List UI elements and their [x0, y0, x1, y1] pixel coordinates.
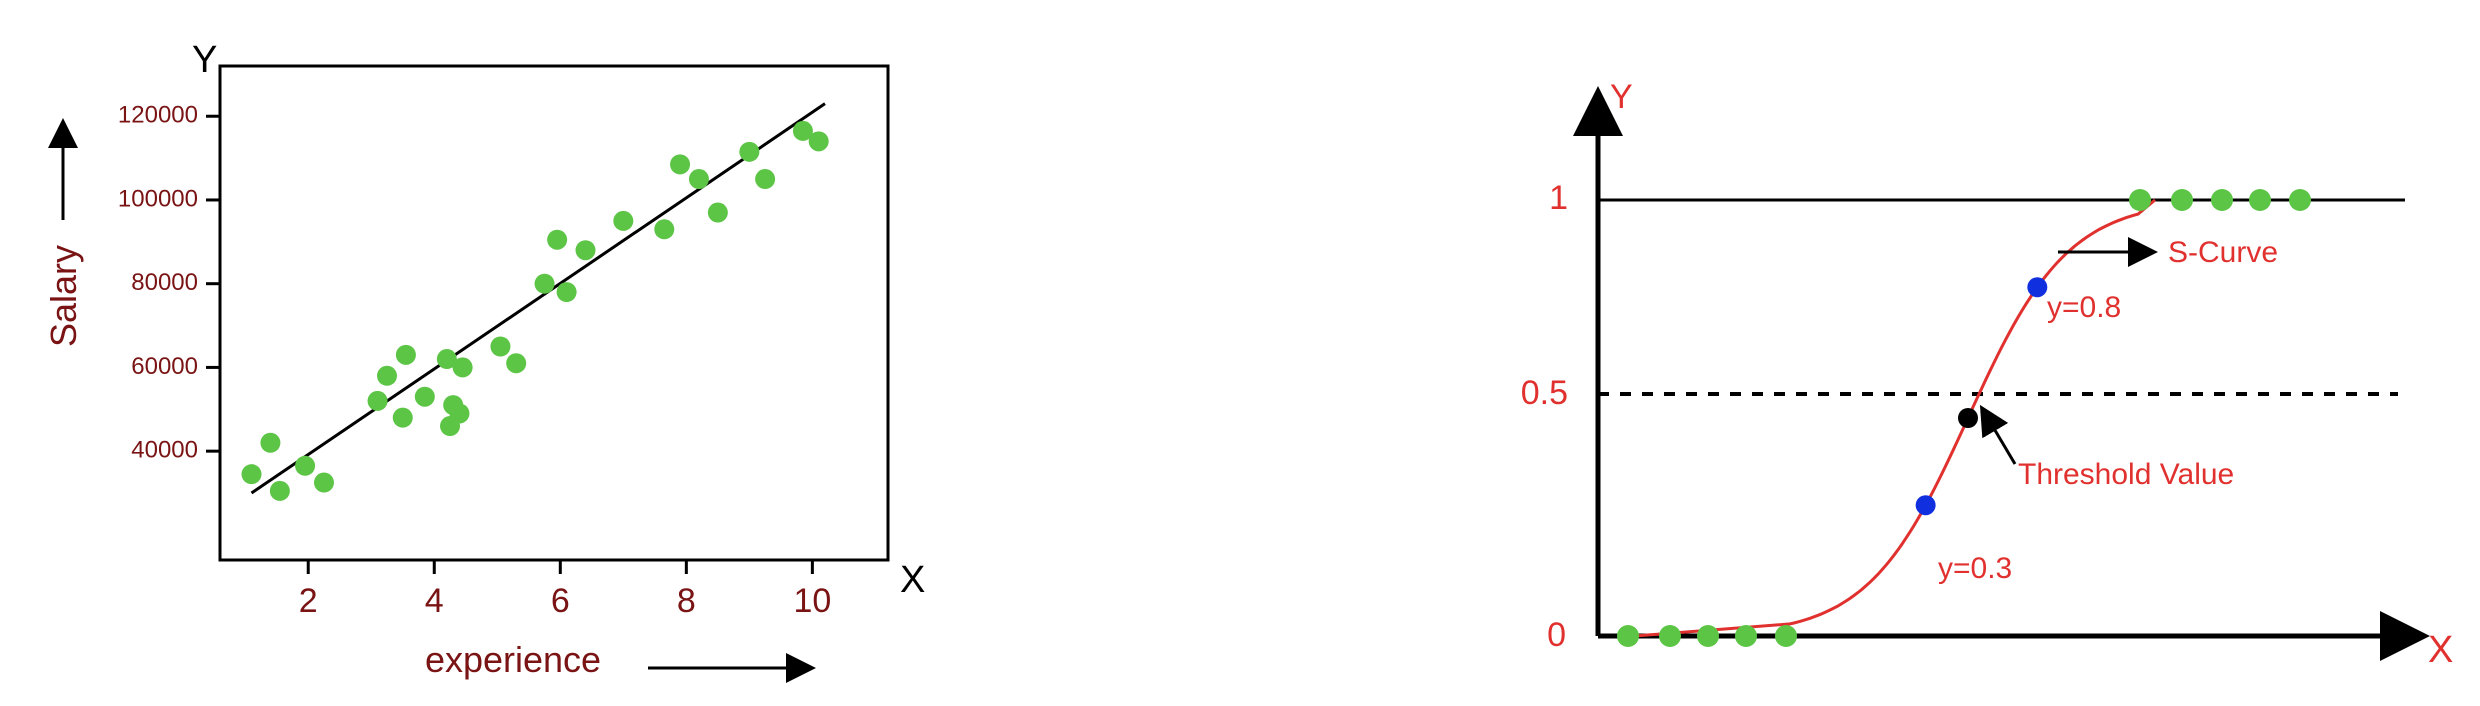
class-1-point — [2289, 189, 2311, 211]
data-point — [547, 229, 568, 250]
data-point — [377, 365, 397, 386]
data-point — [449, 403, 470, 424]
x-tick-label: 2 — [299, 582, 318, 620]
y-tick-label: 120000 — [118, 102, 198, 129]
y-tick-label-0-5: 0.5 — [1521, 374, 1568, 412]
data-point — [506, 353, 527, 374]
data-point — [556, 282, 577, 303]
class-0-point — [1697, 625, 1719, 647]
threshold-arrow — [1979, 404, 2017, 465]
x-tick-labels: 2 4 6 8 10 — [299, 582, 832, 620]
s-curve — [1634, 198, 2156, 638]
regression-line-group — [250, 102, 826, 495]
x-tick-label: 6 — [551, 582, 570, 620]
x-tick-label: 8 — [677, 582, 696, 620]
linear-regression-chart: 40000 60000 80000 100000 120000 2 4 6 8 10 Y X S… — [43, 39, 925, 683]
data-point — [452, 357, 473, 378]
data-point — [414, 386, 435, 407]
data-point — [395, 344, 416, 365]
class-1-point — [2129, 189, 2151, 211]
class-0-point — [1617, 625, 1639, 647]
class-0-point — [1659, 625, 1681, 647]
data-points — [241, 120, 829, 501]
y-tick-label-1: 1 — [1549, 179, 1568, 217]
y-axis-letter: Y — [192, 39, 217, 81]
data-point — [367, 390, 388, 411]
data-point — [575, 240, 596, 261]
x-axis-title: experience — [425, 639, 601, 680]
y-tick-marks — [206, 114, 220, 453]
scatter-plot-frame — [218, 64, 890, 562]
data-point — [670, 154, 691, 175]
x-tick-label: 10 — [793, 582, 831, 620]
x-tick-label: 4 — [425, 582, 444, 620]
x-axis-letter: X — [2428, 629, 2453, 671]
data-point — [739, 141, 760, 162]
class-0-point — [1735, 625, 1757, 647]
class-1-point — [2211, 189, 2233, 211]
data-point — [392, 407, 413, 428]
data-point — [808, 131, 829, 152]
regression-line — [250, 102, 826, 495]
y03-label: y=0.3 — [1938, 552, 2012, 585]
y-axis-title: Salary — [43, 245, 84, 347]
marked-points — [1915, 277, 2048, 516]
s-curve-label: S-Curve — [2168, 236, 2278, 269]
data-point — [755, 169, 776, 190]
y-tick-labels: 40000 60000 80000 100000 120000 — [118, 102, 198, 464]
data-point — [707, 202, 728, 223]
data-point — [688, 169, 709, 190]
data-point — [792, 120, 813, 141]
data-point — [313, 472, 334, 493]
class-0-point — [1775, 625, 1797, 647]
data-point — [295, 455, 316, 476]
y-tick-label: 80000 — [131, 269, 198, 296]
data-point — [269, 480, 290, 501]
y-axis-letter: Y — [1610, 78, 1633, 116]
data-point — [436, 349, 457, 370]
y-tick-label: 100000 — [118, 185, 198, 212]
curve-point-y-0-8 — [2027, 277, 2048, 298]
y-tick-label: 60000 — [131, 353, 198, 380]
y-tick-label: 40000 — [131, 436, 198, 463]
class-points — [1617, 189, 2311, 647]
y-tick-label-0: 0 — [1547, 616, 1566, 654]
curve-point-y-0-3 — [1915, 495, 1936, 516]
threshold-label: Threshold Value — [2018, 458, 2234, 491]
data-point — [260, 432, 281, 453]
data-point — [490, 336, 511, 357]
logistic-regression-chart: Y X 0 0.5 1 S-Curve Threshold Value y=0.… — [1521, 78, 2454, 671]
data-point — [654, 219, 675, 240]
y08-label: y=0.8 — [2047, 291, 2121, 324]
x-axis-letter: X — [900, 559, 925, 601]
curve-point-y-0-5 — [1958, 408, 1978, 428]
class-1-point — [2249, 189, 2271, 211]
data-point — [534, 273, 555, 294]
x-tick-marks — [306, 560, 814, 574]
class-1-point — [2171, 189, 2193, 211]
data-point — [613, 210, 634, 231]
data-point — [241, 464, 262, 485]
